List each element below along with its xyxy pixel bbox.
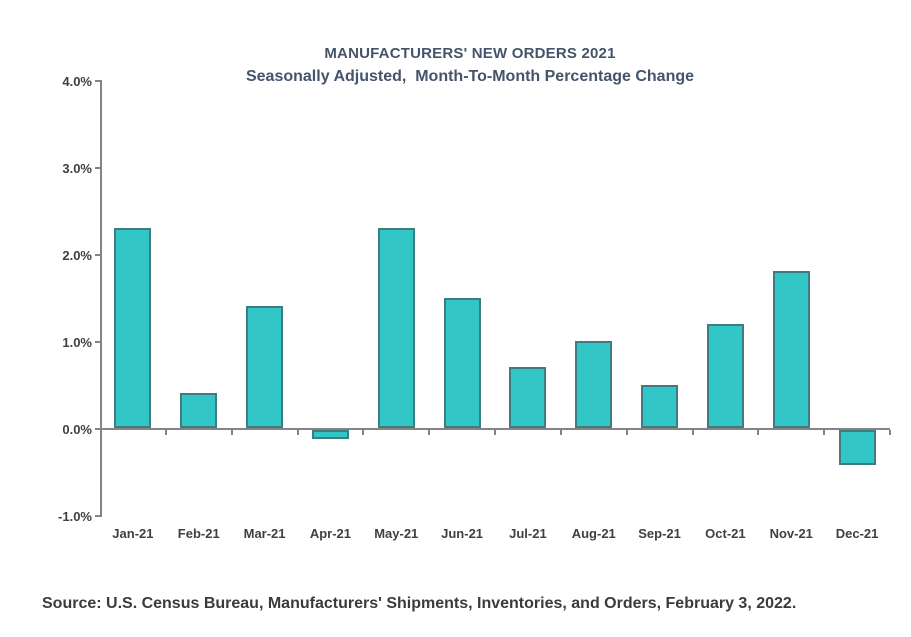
y-axis-tick	[95, 341, 101, 343]
bar-dec-21	[838, 430, 876, 465]
x-axis-zero-line	[98, 428, 890, 430]
chart-subtitle: Seasonally Adjusted, Month-To-Month Perc…	[245, 68, 695, 85]
x-axis-category-label: Mar-21	[243, 526, 286, 541]
x-axis-tick	[559, 430, 562, 435]
y-axis-tick	[95, 167, 101, 169]
bar-aug-21	[575, 341, 613, 428]
x-axis-category-label: Jun-21	[441, 526, 484, 541]
x-axis-tick	[691, 430, 694, 435]
x-axis-tick	[757, 430, 760, 435]
x-axis-category-label: Sep-21	[638, 526, 681, 541]
bar-sep-21	[641, 384, 679, 428]
bar-jan-21	[114, 227, 152, 428]
chart-header: MANUFACTURERS' NEW ORDERS 2021 Seasonall…	[50, 44, 890, 90]
bar-nov-21	[772, 271, 810, 428]
x-axis-category-label: Jan-21	[112, 526, 154, 541]
bar-jun-21	[443, 297, 481, 428]
x-axis-tick	[362, 430, 365, 435]
y-axis-tick	[95, 515, 101, 517]
x-axis-category-label: Aug-21	[571, 526, 616, 541]
x-axis-tick	[164, 430, 167, 435]
y-axis-tick	[95, 80, 101, 82]
y-axis-tick-label: -1.0%	[58, 509, 92, 524]
source-note: Source: U.S. Census Bureau, Manufacturer…	[42, 595, 797, 612]
chart-title: MANUFACTURERS' NEW ORDERS 2021	[324, 45, 616, 62]
x-axis-category-label: Apr-21	[309, 526, 351, 541]
x-axis-category-label: Dec-21	[835, 526, 879, 541]
bar-feb-21	[180, 393, 218, 428]
y-axis-tick-label: 3.0%	[62, 161, 92, 176]
y-axis-tick-label: 2.0%	[62, 248, 92, 263]
x-axis-tick	[296, 430, 299, 435]
x-axis-tick	[823, 430, 826, 435]
x-axis-category-label: Nov-21	[769, 526, 813, 541]
y-axis-line	[100, 80, 102, 517]
bar-may-21	[377, 227, 415, 428]
x-axis-category-label: May-21	[374, 526, 419, 541]
bar-mar-21	[246, 306, 284, 428]
x-axis-tick	[889, 430, 891, 435]
x-axis-tick	[625, 430, 628, 435]
x-axis-category-label: Jul-21	[509, 526, 547, 541]
x-axis-tick	[494, 430, 496, 435]
y-axis-tick	[95, 254, 101, 256]
bar-apr-21	[311, 430, 349, 439]
x-axis-tick	[230, 430, 233, 435]
y-axis-tick-label: 0.0%	[62, 422, 92, 437]
bar-jul-21	[509, 367, 547, 428]
x-axis-category-label: Feb-21	[177, 526, 220, 541]
bar-oct-21	[706, 323, 744, 428]
x-axis-tick	[428, 430, 431, 435]
y-axis-tick-label: 1.0%	[62, 335, 92, 350]
x-axis-category-label: Oct-21	[705, 526, 746, 541]
y-axis-tick-label: 4.0%	[62, 74, 92, 89]
